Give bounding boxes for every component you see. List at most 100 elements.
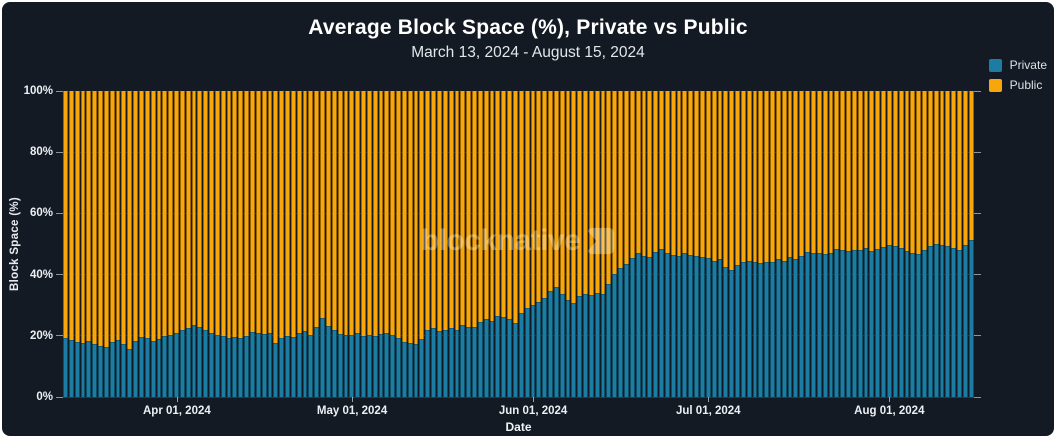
bar-day[interactable] bbox=[968, 91, 974, 397]
bar-day[interactable] bbox=[565, 91, 571, 397]
bar-day[interactable] bbox=[378, 91, 384, 397]
bar-day[interactable] bbox=[524, 91, 530, 397]
bar-day[interactable] bbox=[489, 91, 495, 397]
bar-day[interactable] bbox=[226, 91, 232, 397]
bar-day[interactable] bbox=[588, 91, 594, 397]
legend-item-public[interactable]: Public bbox=[988, 79, 1047, 92]
bar-day[interactable] bbox=[816, 91, 822, 397]
bar-day[interactable] bbox=[834, 91, 840, 397]
bar-day[interactable] bbox=[723, 91, 729, 397]
bar-day[interactable] bbox=[255, 91, 261, 397]
bar-day[interactable] bbox=[957, 91, 962, 397]
bar-day[interactable] bbox=[659, 91, 664, 397]
bar-day[interactable] bbox=[664, 91, 670, 397]
bar-day[interactable] bbox=[962, 91, 968, 397]
bar-day[interactable] bbox=[343, 91, 349, 397]
bar-day[interactable] bbox=[454, 91, 460, 397]
bar-day[interactable] bbox=[127, 91, 133, 397]
bar-day[interactable] bbox=[214, 91, 220, 397]
bar-day[interactable] bbox=[372, 91, 378, 397]
bar-day[interactable] bbox=[285, 91, 290, 397]
bar-day[interactable] bbox=[571, 91, 577, 397]
bar-day[interactable] bbox=[507, 91, 512, 397]
bar-day[interactable] bbox=[624, 91, 629, 397]
bar-day[interactable] bbox=[179, 91, 185, 397]
bar-day[interactable] bbox=[717, 91, 723, 397]
bar-day[interactable] bbox=[220, 91, 226, 397]
bar-day[interactable] bbox=[770, 91, 775, 397]
bar-day[interactable] bbox=[98, 91, 103, 397]
bar-day[interactable] bbox=[676, 91, 682, 397]
bar-day[interactable] bbox=[86, 91, 92, 397]
bar-day[interactable] bbox=[150, 91, 156, 397]
bar-day[interactable] bbox=[384, 91, 390, 397]
bar-day[interactable] bbox=[886, 91, 892, 397]
bar-day[interactable] bbox=[881, 91, 886, 397]
bar-day[interactable] bbox=[355, 91, 361, 397]
bar-day[interactable] bbox=[781, 91, 787, 397]
bar-day[interactable] bbox=[922, 91, 927, 397]
bar-day[interactable] bbox=[793, 91, 799, 397]
bar-day[interactable] bbox=[232, 91, 238, 397]
bar-day[interactable] bbox=[401, 91, 407, 397]
bar-day[interactable] bbox=[495, 91, 501, 397]
bar-day[interactable] bbox=[325, 91, 331, 397]
bar-day[interactable] bbox=[191, 91, 197, 397]
bar-day[interactable] bbox=[121, 91, 127, 397]
bar-day[interactable] bbox=[250, 91, 255, 397]
bar-day[interactable] bbox=[296, 91, 302, 397]
bar-day[interactable] bbox=[553, 91, 559, 397]
bar-day[interactable] bbox=[197, 91, 203, 397]
bar-day[interactable] bbox=[606, 91, 612, 397]
bar-day[interactable] bbox=[419, 91, 425, 397]
bar-day[interactable] bbox=[448, 91, 454, 397]
bar-day[interactable] bbox=[699, 91, 705, 397]
bar-day[interactable] bbox=[361, 91, 366, 397]
bar-day[interactable] bbox=[612, 91, 618, 397]
bar-day[interactable] bbox=[740, 91, 746, 397]
bar-day[interactable] bbox=[133, 91, 138, 397]
bar-day[interactable] bbox=[863, 91, 869, 397]
bar-day[interactable] bbox=[548, 91, 553, 397]
bar-day[interactable] bbox=[910, 91, 916, 397]
bar-day[interactable] bbox=[244, 91, 249, 397]
bar-day[interactable] bbox=[764, 91, 770, 397]
bar-day[interactable] bbox=[518, 91, 524, 397]
bar-day[interactable] bbox=[477, 91, 483, 397]
bar-day[interactable] bbox=[483, 91, 489, 397]
bar-day[interactable] bbox=[752, 91, 758, 397]
bar-day[interactable] bbox=[542, 91, 548, 397]
bar-day[interactable] bbox=[647, 91, 653, 397]
bar-day[interactable] bbox=[261, 91, 267, 397]
bar-day[interactable] bbox=[670, 91, 676, 397]
bar-day[interactable] bbox=[600, 91, 606, 397]
bar-day[interactable] bbox=[320, 91, 325, 397]
bar-day[interactable] bbox=[501, 91, 507, 397]
bar-day[interactable] bbox=[653, 91, 659, 397]
bar-day[interactable] bbox=[735, 91, 740, 397]
bar-day[interactable] bbox=[68, 91, 74, 397]
bar-day[interactable] bbox=[559, 91, 565, 397]
bar-day[interactable] bbox=[892, 91, 898, 397]
bar-day[interactable] bbox=[857, 91, 863, 397]
bar-day[interactable] bbox=[904, 91, 910, 397]
bar-day[interactable] bbox=[629, 91, 635, 397]
bar-day[interactable] bbox=[787, 91, 793, 397]
bar-day[interactable] bbox=[103, 91, 109, 397]
bar-day[interactable] bbox=[185, 91, 191, 397]
bar-day[interactable] bbox=[138, 91, 144, 397]
bar-day[interactable] bbox=[80, 91, 86, 397]
bar-day[interactable] bbox=[577, 91, 583, 397]
bar-day[interactable] bbox=[711, 91, 717, 397]
bar-day[interactable] bbox=[682, 91, 688, 397]
bar-day[interactable] bbox=[472, 91, 477, 397]
bar-day[interactable] bbox=[337, 91, 343, 397]
bar-day[interactable] bbox=[109, 91, 115, 397]
bar-day[interactable] bbox=[758, 91, 764, 397]
bar-day[interactable] bbox=[530, 91, 536, 397]
bar-day[interactable] bbox=[314, 91, 320, 397]
bar-day[interactable] bbox=[536, 91, 542, 397]
bar-day[interactable] bbox=[805, 91, 810, 397]
bar-day[interactable] bbox=[916, 91, 922, 397]
bar-day[interactable] bbox=[390, 91, 396, 397]
